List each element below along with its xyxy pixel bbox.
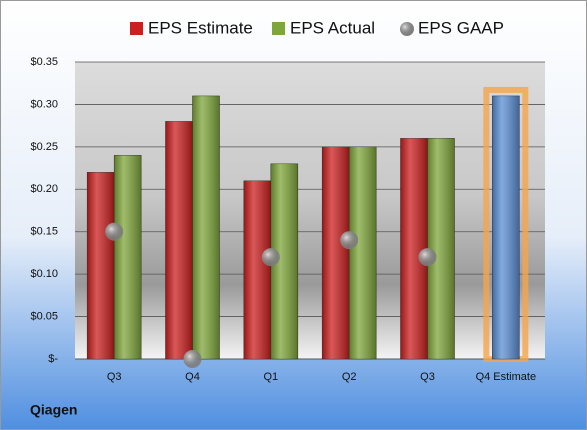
gaap-shine [183,350,202,368]
x-tick-label: Q1 [263,371,278,383]
legend-label: EPS Actual [290,18,375,37]
y-tick-label: $0.35 [30,56,58,68]
gaap-shine [340,231,359,250]
x-tick-label: Q4 Estimate [476,371,537,383]
y-tick-label: $0.10 [30,268,58,280]
y-tick-label: $0.25 [30,141,58,153]
y-tick-label: $0.20 [30,183,58,195]
legend-label: EPS Estimate [148,18,253,37]
y-tick-label: $- [48,353,58,365]
x-tick-label: Q3 [107,371,122,383]
bar-shine [87,172,115,359]
x-tick-label: Q3 [420,371,435,383]
legend-marker [130,22,143,35]
bar-shine [165,121,193,360]
bar-shine [322,146,350,359]
gaap-shine [105,222,124,241]
bar-shine [243,180,271,359]
x-tick-label: Q2 [342,371,357,383]
x-tick-label: Q4 [185,371,200,383]
legend-marker [272,22,285,35]
legend-label: EPS GAAP [418,18,504,37]
bar-shine [400,138,428,359]
y-tick-label: $0.30 [30,98,58,110]
gaap-shine [418,248,437,267]
bar-shine [192,95,220,359]
y-tick-label: $0.05 [30,310,58,322]
chart-title: Qiagen [30,402,77,418]
bar-shine [492,95,520,359]
bar-shine [427,138,455,359]
gaap-shine [261,248,280,267]
legend-marker [400,22,414,36]
plot-area [75,62,545,359]
bar-shine [114,155,142,359]
bar-shine [349,146,377,359]
y-tick-label: $0.15 [30,226,58,238]
